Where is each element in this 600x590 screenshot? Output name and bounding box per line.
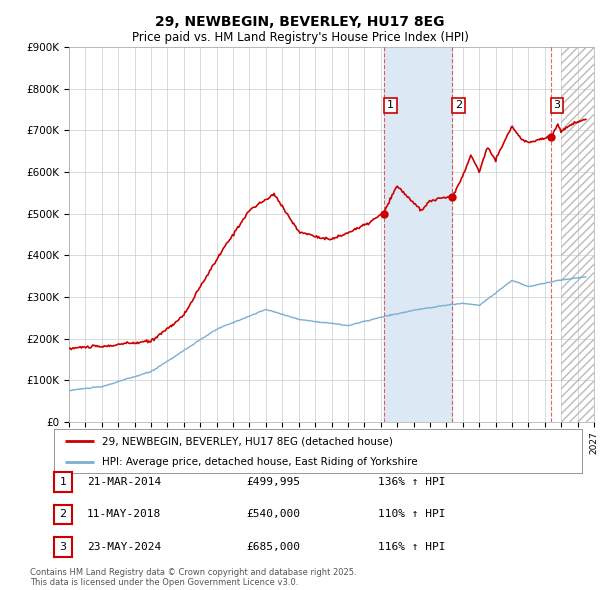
Text: 3: 3 — [59, 542, 67, 552]
Text: 3: 3 — [554, 100, 560, 110]
Bar — [385, 47, 452, 422]
Text: £685,000: £685,000 — [246, 542, 300, 552]
Text: £499,995: £499,995 — [246, 477, 300, 487]
Text: 2: 2 — [59, 510, 67, 519]
Text: 23-MAY-2024: 23-MAY-2024 — [87, 542, 161, 552]
Text: 110% ↑ HPI: 110% ↑ HPI — [378, 510, 445, 519]
Text: 11-MAY-2018: 11-MAY-2018 — [87, 510, 161, 519]
Text: Contains HM Land Registry data © Crown copyright and database right 2025.
This d: Contains HM Land Registry data © Crown c… — [30, 568, 356, 587]
Text: £540,000: £540,000 — [246, 510, 300, 519]
Text: 1: 1 — [387, 100, 394, 110]
Text: Price paid vs. HM Land Registry's House Price Index (HPI): Price paid vs. HM Land Registry's House … — [131, 31, 469, 44]
Bar — [561, 47, 594, 422]
Text: 1: 1 — [59, 477, 67, 487]
Text: 21-MAR-2014: 21-MAR-2014 — [87, 477, 161, 487]
Text: HPI: Average price, detached house, East Riding of Yorkshire: HPI: Average price, detached house, East… — [101, 457, 417, 467]
Text: 136% ↑ HPI: 136% ↑ HPI — [378, 477, 445, 487]
Text: 29, NEWBEGIN, BEVERLEY, HU17 8EG (detached house): 29, NEWBEGIN, BEVERLEY, HU17 8EG (detach… — [101, 437, 392, 446]
Text: 116% ↑ HPI: 116% ↑ HPI — [378, 542, 445, 552]
Text: 29, NEWBEGIN, BEVERLEY, HU17 8EG: 29, NEWBEGIN, BEVERLEY, HU17 8EG — [155, 15, 445, 29]
Text: 2: 2 — [455, 100, 462, 110]
